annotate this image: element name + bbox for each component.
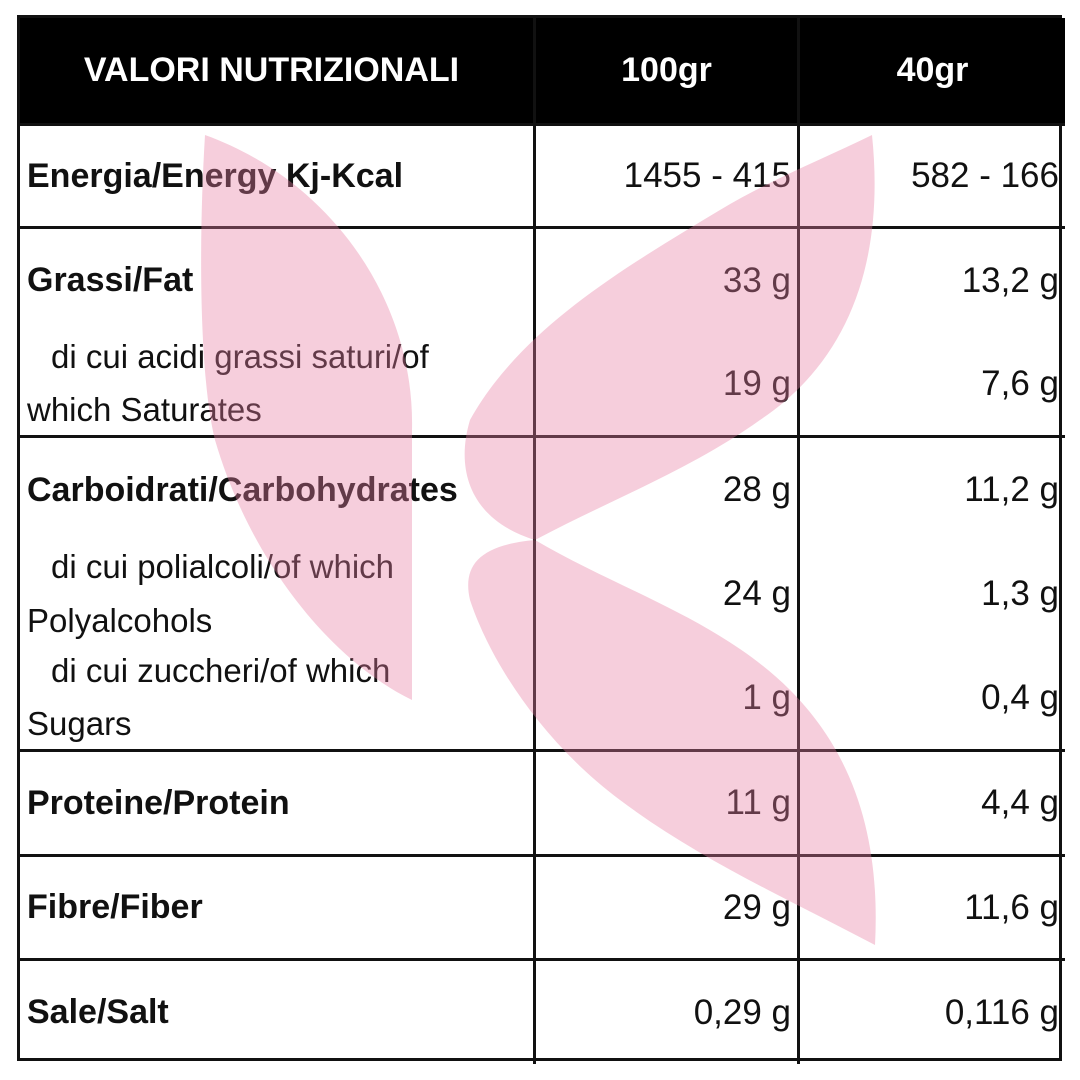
nutrient-label: Fibre/Fiber (27, 888, 203, 927)
sub-nutrient-label: di cui zuccheri/of which Sugars (27, 651, 391, 742)
row-carbs-label: Carboidrati/Carbohydrates di cui polialc… (20, 438, 536, 752)
nutrition-table: VALORI NUTRIZIONALI 100gr 40gr Energia/E… (17, 15, 1065, 1064)
row-protein-100: 11 g (536, 752, 800, 857)
value-100gr: 0,29 g (693, 992, 791, 1032)
nutrient-label: Grassi/Fat (27, 261, 194, 300)
value-40gr: 1,3 g (981, 574, 1059, 613)
row-fat-100: 33 g 19 g (536, 229, 800, 438)
row-fiber-40: 11,6 g (800, 857, 1065, 961)
row-carbs-100: 28 g 24 g 1 g (536, 438, 800, 752)
row-fiber-label: Fibre/Fiber (20, 857, 536, 961)
value-40gr: 11,6 g (964, 887, 1059, 927)
value-40gr: 4,4 g (981, 783, 1059, 822)
value-100gr: 11 g (725, 783, 791, 822)
row-energy-100: 1455 - 415 (536, 126, 800, 229)
row-fat-label: Grassi/Fat di cui acidi grassi saturi/of… (20, 229, 536, 438)
value-100gr: 29 g (722, 887, 791, 927)
nutrient-label: Carboidrati/Carbohydrates (27, 470, 458, 509)
value-100gr: 24 g (722, 574, 791, 613)
row-energy-40: 582 - 166 (800, 126, 1065, 229)
header-40gr: 40gr (800, 18, 1065, 126)
row-energy-label: Energia/Energy Kj-Kcal (20, 126, 536, 229)
nutrient-label: Energia/Energy Kj-Kcal (27, 156, 404, 195)
row-protein-label: Proteine/Protein (20, 752, 536, 857)
nutrient-label: Proteine/Protein (27, 783, 290, 822)
value-100gr: 1 g (742, 677, 791, 717)
value-40gr: 7,6 g (981, 363, 1059, 403)
header-100gr: 100gr (536, 18, 800, 126)
row-protein-40: 4,4 g (800, 752, 1065, 857)
value-100gr: 1455 - 415 (623, 156, 791, 195)
row-salt-40: 0,116 g (800, 961, 1065, 1064)
sub-nutrient-label: di cui acidi grassi saturi/of which Satu… (27, 337, 429, 428)
value-40gr: 582 - 166 (911, 156, 1059, 195)
header-label: VALORI NUTRIZIONALI (20, 18, 536, 126)
sub-nutrient-label: di cui polialcoli/of which Polyalcohols (27, 547, 395, 639)
value-40gr: 11,2 g (964, 470, 1059, 509)
row-fat-40: 13,2 g 7,6 g (800, 229, 1065, 438)
value-40gr: 0,4 g (981, 677, 1059, 717)
row-fiber-100: 29 g (536, 857, 800, 961)
row-salt-label: Sale/Salt (20, 961, 536, 1064)
value-100gr: 33 g (722, 260, 791, 300)
row-carbs-40: 11,2 g 1,3 g 0,4 g (800, 438, 1065, 752)
value-40gr: 13,2 g (961, 260, 1059, 300)
nutrient-label: Sale/Salt (27, 993, 169, 1032)
value-100gr: 28 g (722, 470, 791, 509)
row-salt-100: 0,29 g (536, 961, 800, 1064)
value-100gr: 19 g (722, 363, 791, 403)
value-40gr: 0,116 g (944, 992, 1059, 1032)
